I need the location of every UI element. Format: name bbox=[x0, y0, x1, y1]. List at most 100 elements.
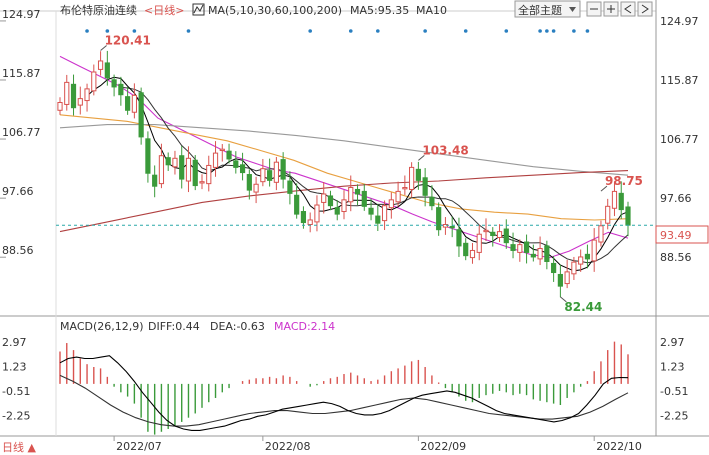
candle-up bbox=[77, 98, 83, 106]
ma-chart-icon bbox=[193, 4, 204, 14]
zoom-out-button[interactable] bbox=[586, 1, 602, 17]
price-tick-label-right: 88.56 bbox=[660, 251, 692, 264]
theme-dropdown[interactable]: 全部主题 bbox=[514, 0, 581, 18]
high-label: 98.75 bbox=[605, 174, 643, 188]
candle-up bbox=[348, 187, 354, 203]
candle-up bbox=[409, 166, 415, 190]
chevron-down-icon bbox=[569, 7, 576, 12]
candle-down bbox=[557, 273, 563, 287]
macd-tick-label-right: 2.97 bbox=[660, 336, 685, 349]
candle-up bbox=[64, 81, 70, 105]
candle-down bbox=[354, 188, 361, 195]
current-price-badge: 93.49 bbox=[655, 225, 709, 244]
ma30-line bbox=[59, 55, 629, 259]
candle-down bbox=[436, 207, 442, 231]
candle-down bbox=[267, 170, 273, 181]
candle-up bbox=[442, 224, 449, 228]
macd-tick-label-left: -2.25 bbox=[2, 410, 30, 423]
low-label: 82.44 bbox=[564, 300, 602, 314]
candle-down bbox=[294, 194, 300, 215]
macd-tick-label-left: 1.23 bbox=[2, 361, 27, 374]
candle-up bbox=[57, 102, 63, 111]
candle-down bbox=[429, 196, 435, 207]
candle-up bbox=[185, 157, 192, 182]
candle-down bbox=[300, 211, 307, 224]
ma60-line bbox=[59, 114, 629, 221]
event-marker bbox=[551, 29, 556, 33]
candle-down bbox=[138, 92, 144, 138]
annotation-pointer bbox=[560, 296, 567, 303]
candle-up bbox=[219, 148, 225, 152]
candle-up bbox=[605, 205, 611, 224]
candle-up bbox=[496, 231, 503, 238]
candle-up bbox=[273, 161, 279, 183]
toolbar: 全部主题 bbox=[514, 0, 653, 18]
candle-up bbox=[469, 249, 476, 259]
event-marker bbox=[423, 29, 427, 33]
scroll-right-button[interactable] bbox=[637, 1, 653, 17]
candle-down bbox=[111, 79, 117, 88]
candle-down bbox=[179, 155, 185, 180]
scroll-left-button[interactable] bbox=[620, 1, 636, 17]
candle-down bbox=[145, 138, 151, 174]
candle-up bbox=[341, 199, 347, 213]
candle-up bbox=[571, 261, 577, 275]
candle-down bbox=[456, 229, 462, 247]
price-tick-label-left: 115.87 bbox=[2, 67, 41, 80]
candle-up bbox=[172, 157, 178, 168]
candle-down bbox=[233, 160, 239, 168]
diff-line bbox=[59, 355, 629, 431]
candle-down bbox=[618, 192, 624, 211]
price-tick-label-left: 124.97 bbox=[2, 8, 41, 21]
macd-tick-label-right: 1.23 bbox=[660, 361, 685, 374]
chart-header: 布伦特原油连续 <日线> MA(5,10,30,60,100,200) MA5:… bbox=[60, 3, 447, 17]
event-marker bbox=[85, 29, 89, 33]
candle-up bbox=[314, 204, 320, 223]
date-tick-label: 2022/08 bbox=[265, 440, 311, 453]
candle-down bbox=[334, 207, 340, 215]
event-marker bbox=[376, 29, 380, 33]
candle-up bbox=[611, 190, 618, 209]
candle-down bbox=[152, 174, 158, 187]
zoom-in-button[interactable] bbox=[603, 1, 619, 17]
event-marker bbox=[348, 29, 353, 33]
annotation-pointer bbox=[418, 155, 425, 161]
price-tick-label-right: 106.77 bbox=[660, 133, 699, 146]
price-tick-label-left: 106.77 bbox=[2, 126, 41, 139]
date-axis-labels: 2022/07 2022/08 2022/09 2022/10 bbox=[113, 436, 642, 453]
candle-up bbox=[199, 181, 205, 184]
candle-up bbox=[84, 88, 90, 102]
macd-tick-label-left: -0.51 bbox=[2, 385, 30, 398]
candle-down bbox=[368, 207, 374, 215]
high-label: 120.41 bbox=[105, 34, 151, 48]
candle-down bbox=[625, 206, 631, 226]
candle-down bbox=[226, 150, 232, 160]
annotation-pointer bbox=[100, 45, 107, 51]
price-tick-label-left: 97.66 bbox=[2, 185, 34, 198]
candle-up bbox=[307, 219, 313, 225]
period-label: <日线> bbox=[144, 3, 184, 17]
chevron-left-icon bbox=[624, 4, 632, 14]
candle-up bbox=[253, 183, 259, 193]
event-marker bbox=[132, 29, 137, 33]
price-annotations: 120.41 103.48 82.44 98.75 bbox=[100, 34, 643, 314]
macd-header: MACD(26,12,9) DIFF:0.44 DEA:-0.63 MACD:2… bbox=[60, 320, 335, 333]
current-price-value: 93.49 bbox=[660, 229, 692, 242]
candle-up bbox=[158, 155, 165, 185]
candle-up bbox=[321, 193, 327, 203]
date-tick-label: 2022/09 bbox=[420, 440, 466, 453]
candle-up bbox=[537, 248, 543, 260]
macd-histogram bbox=[59, 341, 629, 435]
candle-down bbox=[327, 195, 334, 207]
candle-up bbox=[598, 225, 604, 243]
ma-settings-icon bbox=[192, 3, 205, 16]
candle-down bbox=[422, 177, 428, 196]
event-marker bbox=[504, 29, 509, 33]
annotation-pointer bbox=[600, 185, 608, 192]
candle-up bbox=[206, 164, 212, 185]
candle-up bbox=[591, 239, 597, 262]
candle-up bbox=[578, 256, 584, 265]
candle-down bbox=[449, 225, 455, 229]
period-switch-button[interactable]: 日线 ▲ bbox=[0, 437, 50, 455]
